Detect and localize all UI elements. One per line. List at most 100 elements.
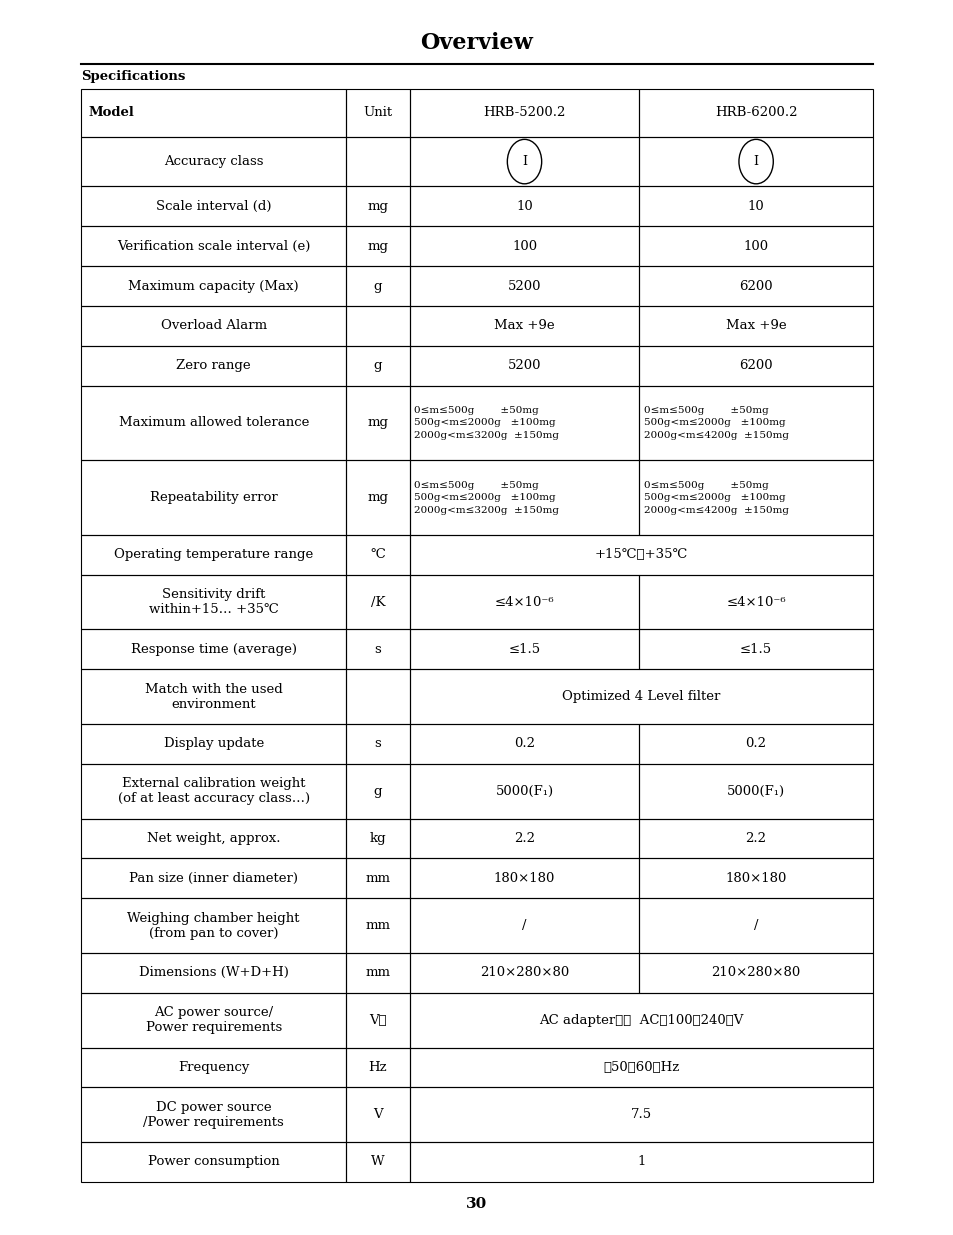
Bar <box>346 461 409 535</box>
Bar <box>81 574 346 630</box>
Text: /: / <box>753 919 758 932</box>
Bar <box>639 858 872 898</box>
Text: Optimized 4 Level filter: Optimized 4 Level filter <box>561 690 720 703</box>
Text: Accuracy class: Accuracy class <box>164 156 263 168</box>
Text: 2.2: 2.2 <box>514 832 535 845</box>
Text: 0≤m≤500g        ±50mg
500g<m≤2000g   ±100mg
2000g<m≤4200g  ±150mg: 0≤m≤500g ±50mg 500g<m≤2000g ±100mg 2000g… <box>643 480 788 515</box>
Bar <box>639 137 872 186</box>
Text: Scale interval (d): Scale interval (d) <box>155 200 272 212</box>
Text: Max +9e: Max +9e <box>494 320 555 332</box>
Text: Response time (average): Response time (average) <box>131 643 296 656</box>
Text: 0≤m≤500g        ±50mg
500g<m≤2000g   ±100mg
2000g<m≤3200g  ±150mg: 0≤m≤500g ±50mg 500g<m≤2000g ±100mg 2000g… <box>414 406 558 440</box>
Text: Maximum capacity (Max): Maximum capacity (Max) <box>129 279 298 293</box>
Text: Pan size (inner diameter): Pan size (inner diameter) <box>129 872 298 884</box>
Bar <box>639 186 872 226</box>
Text: Hz: Hz <box>368 1061 387 1074</box>
Bar <box>409 819 639 858</box>
Text: Operating temperature range: Operating temperature range <box>114 548 313 561</box>
Bar <box>346 89 409 137</box>
Bar <box>639 89 872 137</box>
Text: mm: mm <box>365 919 390 932</box>
Bar <box>346 630 409 669</box>
Bar <box>409 993 872 1047</box>
Text: 2.2: 2.2 <box>745 832 766 845</box>
Text: 7.5: 7.5 <box>630 1108 651 1121</box>
Bar <box>639 461 872 535</box>
Bar <box>409 137 639 186</box>
Text: V: V <box>373 1108 382 1121</box>
Text: 5000(F₁): 5000(F₁) <box>726 784 784 798</box>
Bar <box>409 1087 872 1142</box>
Text: Zero range: Zero range <box>176 359 251 372</box>
Bar <box>346 385 409 461</box>
Text: Repeatability error: Repeatability error <box>150 492 277 504</box>
Bar <box>81 266 346 306</box>
Text: Overload Alarm: Overload Alarm <box>160 320 267 332</box>
Bar <box>639 898 872 953</box>
Text: mm: mm <box>365 872 390 884</box>
Text: 210×280×80: 210×280×80 <box>711 966 800 979</box>
Bar <box>346 669 409 724</box>
Text: 0≤m≤500g        ±50mg
500g<m≤2000g   ±100mg
2000g<m≤3200g  ±150mg: 0≤m≤500g ±50mg 500g<m≤2000g ±100mg 2000g… <box>414 480 558 515</box>
Bar <box>639 385 872 461</box>
Text: 100: 100 <box>742 240 768 253</box>
Text: 0.2: 0.2 <box>514 737 535 751</box>
Text: mm: mm <box>365 966 390 979</box>
Text: 0.2: 0.2 <box>745 737 766 751</box>
Text: 5000(F₁): 5000(F₁) <box>495 784 553 798</box>
Bar <box>81 306 346 346</box>
Bar <box>409 669 872 724</box>
Text: ≤1.5: ≤1.5 <box>740 643 771 656</box>
Bar <box>409 89 639 137</box>
Text: 10: 10 <box>747 200 763 212</box>
Bar <box>409 346 639 385</box>
Text: Dimensions (W+D+H): Dimensions (W+D+H) <box>138 966 289 979</box>
Text: /: / <box>521 919 526 932</box>
Text: Weighing chamber height
(from pan to cover): Weighing chamber height (from pan to cov… <box>128 911 299 940</box>
Bar <box>81 226 346 266</box>
Text: I: I <box>521 156 526 168</box>
Bar <box>639 630 872 669</box>
Bar <box>81 898 346 953</box>
Text: 210×280×80: 210×280×80 <box>479 966 569 979</box>
Text: Display update: Display update <box>163 737 264 751</box>
Text: Verification scale interval (e): Verification scale interval (e) <box>117 240 310 253</box>
Bar <box>409 385 639 461</box>
Bar <box>409 186 639 226</box>
Text: External calibration weight
(of at least accuracy class…): External calibration weight (of at least… <box>117 777 310 805</box>
Bar <box>409 535 872 574</box>
Bar <box>81 630 346 669</box>
Bar <box>346 993 409 1047</box>
Bar <box>639 763 872 819</box>
Bar <box>81 1142 346 1182</box>
Text: 180×180: 180×180 <box>494 872 555 884</box>
Text: HRB-5200.2: HRB-5200.2 <box>483 106 565 120</box>
Text: g: g <box>374 784 382 798</box>
Text: kg: kg <box>370 832 386 845</box>
Bar <box>346 137 409 186</box>
Text: g: g <box>374 359 382 372</box>
Bar <box>346 1047 409 1087</box>
Text: mg: mg <box>367 200 388 212</box>
Bar <box>81 186 346 226</box>
Text: mg: mg <box>367 416 388 430</box>
Bar <box>81 137 346 186</box>
Bar <box>81 953 346 993</box>
Text: （50～60）Hz: （50～60）Hz <box>602 1061 679 1074</box>
Text: ≤4×10⁻⁶: ≤4×10⁻⁶ <box>725 595 785 609</box>
Bar <box>346 819 409 858</box>
Text: 30: 30 <box>466 1197 487 1212</box>
Bar <box>409 953 639 993</box>
Bar <box>346 858 409 898</box>
Bar <box>81 1047 346 1087</box>
Text: g: g <box>374 279 382 293</box>
Text: ℃: ℃ <box>370 548 385 561</box>
Bar <box>346 1142 409 1182</box>
Text: 180×180: 180×180 <box>724 872 786 884</box>
Bar <box>346 346 409 385</box>
Bar <box>639 724 872 763</box>
Text: Max +9e: Max +9e <box>725 320 785 332</box>
Text: Sensitivity drift
within+15… +35℃: Sensitivity drift within+15… +35℃ <box>149 588 278 616</box>
Text: Unit: Unit <box>363 106 393 120</box>
Text: ≤1.5: ≤1.5 <box>508 643 540 656</box>
